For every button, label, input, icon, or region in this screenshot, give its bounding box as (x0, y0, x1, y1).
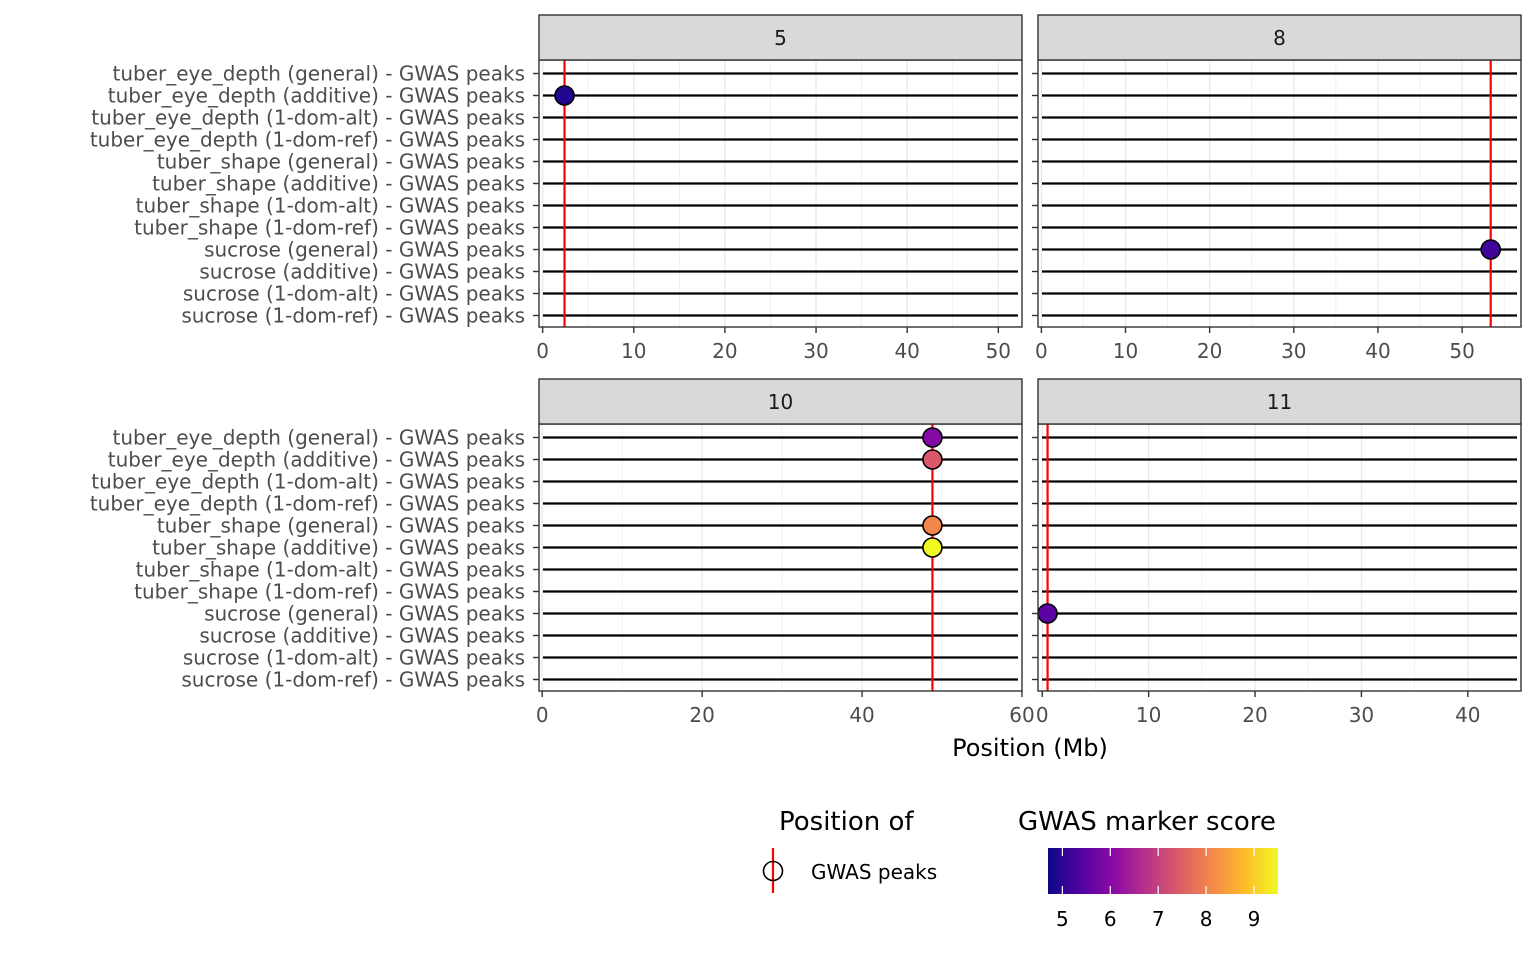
x-tick-label: 30 (1349, 703, 1374, 727)
x-tick-label: 50 (1449, 339, 1474, 363)
x-tick-label: 10 (621, 339, 646, 363)
y-tick-label: tuber_eye_depth (general) - GWAS peaks (113, 62, 525, 86)
facet-strip-label: 10 (768, 390, 793, 414)
gwas-peak-point (922, 537, 943, 558)
x-tick-label: 20 (689, 703, 714, 727)
x-tick-label: 20 (1242, 703, 1267, 727)
y-tick-label: tuber_shape (additive) - GWAS peaks (152, 172, 525, 196)
gwas-peak-point (554, 85, 575, 106)
colorbar-tick-label: 6 (1104, 907, 1117, 931)
y-tick-label: tuber_eye_depth (1-dom-alt) - GWAS peaks (91, 470, 525, 494)
facet-panel-10: 10 0 20 40 60 tuber_eye_depth (general) - GWA… (90, 378, 1035, 727)
facet-strip (538, 378, 1023, 425)
colorbar-tick-label: 7 (1152, 907, 1165, 931)
facet-panel-8: 8 0 10 20 30 40 50 (1032, 14, 1522, 363)
y-tick-label: tuber_eye_depth (additive) - GWAS peaks (108, 448, 525, 472)
x-tick-label: 40 (1365, 339, 1390, 363)
facet-strip (1037, 378, 1522, 425)
gwas-peak-point (922, 449, 943, 470)
x-tick-label: 20 (1197, 339, 1222, 363)
colorbar-tick-label: 8 (1200, 907, 1213, 931)
y-tick-label: tuber_eye_depth (1-dom-ref) - GWAS peaks (90, 492, 525, 516)
colorbar-tick-label: 5 (1056, 907, 1069, 931)
facet-strip-label: 8 (1273, 26, 1286, 50)
x-tick-label: 0 (1036, 703, 1049, 727)
x-tick-label: 40 (1455, 703, 1480, 727)
facet-strip-label: 11 (1267, 390, 1292, 414)
y-tick-label: tuber_shape (1-dom-ref) - GWAS peaks (134, 216, 525, 240)
facet-panel-11: 11 0 10 20 30 40 (1032, 378, 1522, 727)
gwas-peak-point (1037, 603, 1058, 624)
y-tick-label: sucrose (additive) - GWAS peaks (199, 260, 525, 284)
x-tick-label: 20 (712, 339, 737, 363)
y-tick-label: tuber_eye_depth (additive) - GWAS peaks (108, 84, 525, 108)
y-tick-label: sucrose (1-dom-alt) - GWAS peaks (183, 282, 525, 306)
facet-strip-label: 5 (774, 26, 787, 50)
legend-point-key (762, 860, 784, 882)
y-tick-label: sucrose (general) - GWAS peaks (204, 602, 525, 626)
y-tick-label: tuber_eye_depth (general) - GWAS peaks (113, 426, 525, 450)
panel-background (539, 424, 1022, 691)
x-tick-label: 10 (1136, 703, 1161, 727)
colorbar (1048, 848, 1278, 894)
y-tick-label: tuber_eye_depth (1-dom-alt) - GWAS peaks (91, 106, 525, 130)
y-tick-label: tuber_shape (general) - GWAS peaks (157, 150, 525, 174)
y-tick-label: sucrose (general) - GWAS peaks (204, 238, 525, 262)
x-axis-title: Position (Mb) (952, 734, 1108, 762)
gwas-peak-point (922, 515, 943, 536)
y-tick-label: sucrose (1-dom-ref) - GWAS peaks (181, 668, 525, 692)
x-tick-label: 60 (1009, 703, 1034, 727)
y-tick-label: sucrose (additive) - GWAS peaks (199, 624, 525, 648)
panel-background (539, 60, 1022, 327)
y-tick-label: tuber_shape (1-dom-ref) - GWAS peaks (134, 580, 525, 604)
facet-strip (1037, 14, 1522, 61)
y-tick-label: tuber_shape (1-dom-alt) - GWAS peaks (136, 194, 525, 218)
panel-background (1038, 60, 1521, 327)
y-tick-label: tuber_eye_depth (1-dom-ref) - GWAS peaks (90, 128, 525, 152)
panel-background (1038, 424, 1521, 691)
x-tick-label: 30 (1281, 339, 1306, 363)
legend-title: GWAS marker score (1018, 807, 1276, 837)
x-tick-label: 0 (536, 339, 549, 363)
x-tick-label: 0 (1035, 339, 1048, 363)
x-tick-label: 40 (849, 703, 874, 727)
x-tick-label: 40 (894, 339, 919, 363)
x-tick-label: 50 (986, 339, 1011, 363)
y-tick-label: tuber_shape (additive) - GWAS peaks (152, 536, 525, 560)
x-tick-label: 10 (1113, 339, 1138, 363)
y-tick-label: sucrose (1-dom-ref) - GWAS peaks (181, 304, 525, 328)
gwas-peak-point (1480, 239, 1502, 260)
legend-gwas-score: GWAS marker score 5 6 7 8 9 (1018, 807, 1278, 931)
y-tick-label: tuber_shape (general) - GWAS peaks (157, 514, 525, 538)
gwas-peak-point (922, 427, 943, 448)
x-tick-label: 30 (803, 339, 828, 363)
legend-label: GWAS peaks (811, 860, 937, 884)
legend-position-of: Position of GWAS peaks (762, 807, 937, 893)
legend-title: Position of (779, 807, 914, 837)
facet-strip (538, 14, 1023, 61)
x-tick-label: 0 (536, 703, 549, 727)
y-tick-label: tuber_shape (1-dom-alt) - GWAS peaks (136, 558, 525, 582)
colorbar-tick-label: 9 (1248, 907, 1261, 931)
y-tick-label: sucrose (1-dom-alt) - GWAS peaks (183, 646, 525, 670)
